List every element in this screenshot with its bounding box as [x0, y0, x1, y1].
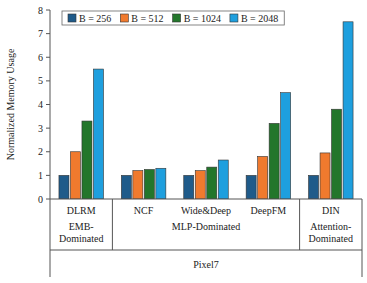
- bar: [156, 168, 166, 199]
- y-label: Normalized Memory Usage: [5, 48, 16, 160]
- y-tick: [46, 199, 50, 200]
- y-tick: [46, 33, 50, 34]
- y-tick-label: 8: [38, 5, 43, 16]
- bar: [59, 175, 69, 199]
- group-label-line: Dominated: [59, 233, 103, 244]
- group-separator: [299, 199, 300, 250]
- bar: [258, 156, 268, 199]
- legend-swatch: [173, 14, 181, 22]
- legend-swatch: [230, 14, 238, 22]
- bar: [269, 123, 279, 199]
- bar: [320, 153, 330, 199]
- bars: [59, 22, 353, 199]
- frame-right: [362, 199, 363, 277]
- y-tick-label: 4: [38, 99, 43, 110]
- bar: [184, 175, 194, 199]
- y-tick-label: 5: [38, 75, 43, 86]
- group-label-line: Dominated: [309, 233, 353, 244]
- group-separator: [112, 199, 113, 250]
- legend: B = 256 B = 512 B = 1024 B = 2048: [62, 11, 284, 25]
- bar: [144, 169, 154, 199]
- y-tick: [46, 104, 50, 105]
- y-tick-label: 3: [38, 123, 43, 134]
- bar: [332, 109, 342, 199]
- x-tick-label: DLRM: [67, 205, 96, 216]
- group-label-line: Attention-: [310, 221, 351, 232]
- bar: [207, 167, 217, 199]
- group-label-line: EMB-: [69, 221, 94, 232]
- legend-label: B = 1024: [184, 13, 221, 24]
- legend-label: B = 512: [131, 13, 163, 24]
- y-tick-label: 0: [38, 194, 43, 205]
- y-tick: [46, 128, 50, 129]
- y-tick-label: 2: [38, 146, 43, 157]
- bar: [281, 93, 291, 199]
- frame-mid: [50, 250, 362, 251]
- bar: [82, 121, 92, 199]
- group-label: MLP-Dominated: [172, 221, 240, 232]
- bar: [246, 175, 256, 199]
- chart: 0 1 2 3 4 5 6 7 8 Normalized Memory Usage DLRM NCF W…: [0, 0, 367, 283]
- group-label: Attention-Dominated: [309, 221, 353, 244]
- y-tick: [46, 57, 50, 58]
- bar: [70, 152, 80, 199]
- bar: [133, 171, 143, 199]
- x-label: Pixel7: [193, 259, 219, 270]
- legend-label: B = 256: [79, 13, 111, 24]
- x-tick-label: DIN: [322, 205, 340, 216]
- legend-swatch: [68, 14, 76, 22]
- bar: [121, 175, 131, 199]
- x-tick-label: Wide&Deep: [181, 205, 231, 216]
- bar: [343, 22, 353, 199]
- bar: [195, 171, 205, 199]
- legend-label: B = 2048: [241, 13, 278, 24]
- bar: [309, 175, 319, 199]
- y-tick: [46, 175, 50, 176]
- y-tick: [46, 151, 50, 152]
- legend-swatch: [120, 14, 128, 22]
- y-tick-label: 1: [38, 170, 43, 181]
- y-tick-label: 7: [38, 28, 43, 39]
- frame-left: [50, 199, 51, 277]
- y-tick: [46, 80, 50, 81]
- x-tick-label: DeepFM: [251, 205, 287, 216]
- x-axis: [50, 199, 362, 200]
- bar: [93, 69, 103, 199]
- bar: [218, 160, 228, 199]
- x-tick-label: NCF: [134, 205, 154, 216]
- legend-box: [62, 11, 284, 25]
- y-tick: [46, 10, 50, 11]
- group-label: EMB-Dominated: [59, 221, 103, 244]
- y-tick-label: 6: [38, 52, 43, 63]
